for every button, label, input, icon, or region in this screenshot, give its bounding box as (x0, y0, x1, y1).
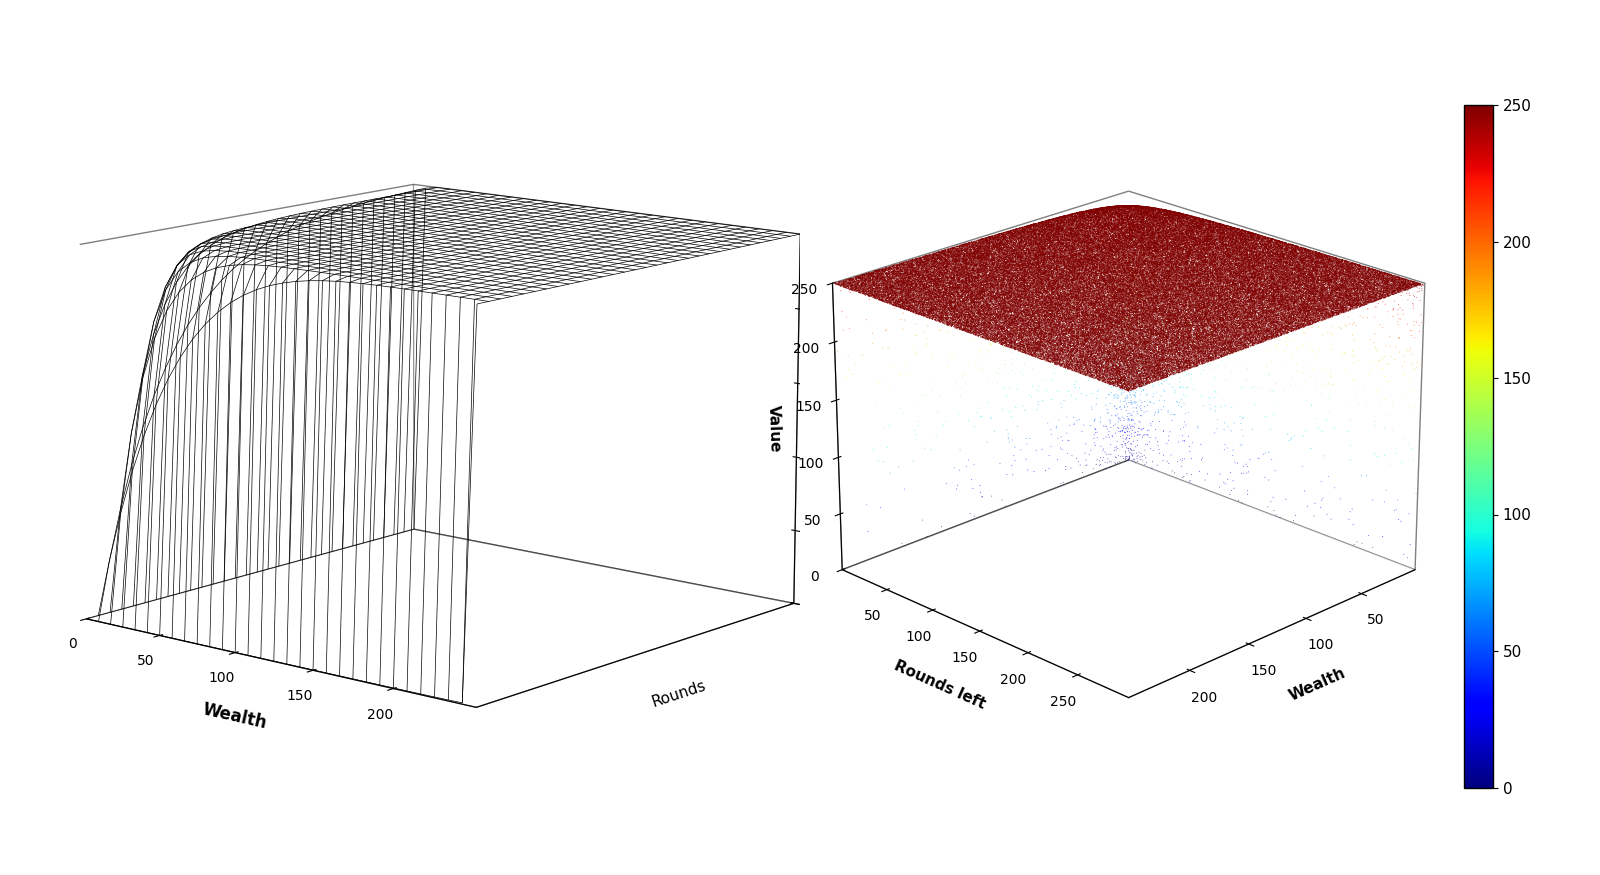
Y-axis label: Rounds left: Rounds left (893, 658, 989, 711)
X-axis label: Wealth: Wealth (200, 700, 269, 732)
X-axis label: Wealth: Wealth (1286, 666, 1347, 704)
Y-axis label: Rounds: Rounds (650, 678, 707, 710)
